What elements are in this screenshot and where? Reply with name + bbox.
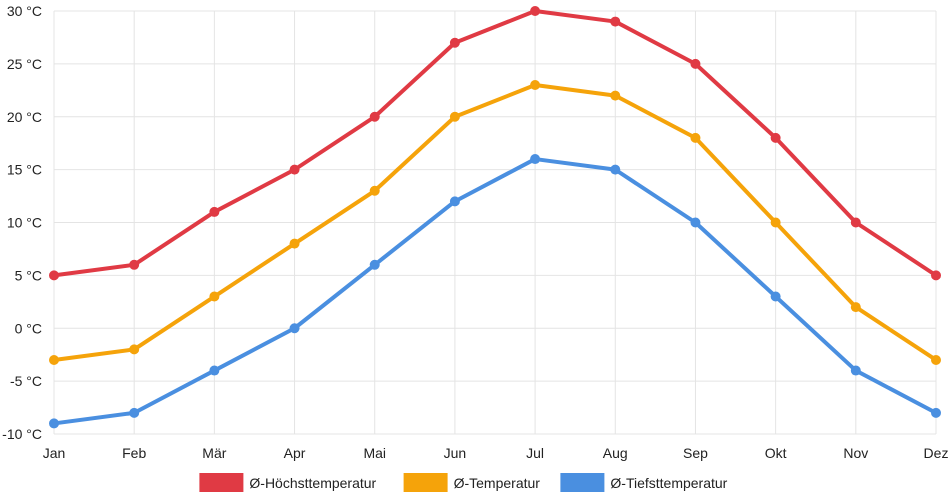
grid-lines — [53, 10, 937, 435]
y-tick-label: -10 °C — [2, 426, 42, 442]
y-tick-label: 10 °C — [7, 215, 42, 231]
data-point-s3-Mai — [369, 259, 380, 270]
x-tick-label: Aug — [603, 445, 628, 461]
data-point-s3-Dez — [931, 407, 941, 418]
data-point-s1-Okt — [770, 132, 781, 143]
data-point-s2-Mär — [209, 291, 220, 302]
data-point-s1-Aug — [610, 16, 621, 27]
x-tick-label: Feb — [122, 445, 146, 461]
legend-swatch-3 — [560, 473, 605, 492]
x-tick-label: Nov — [843, 445, 868, 461]
x-tick-label: Okt — [765, 445, 787, 461]
x-tick-label: Jul — [526, 445, 544, 461]
series-lines — [49, 6, 941, 429]
legend-label-3: Ø-Tiefsttemperatur — [610, 475, 727, 491]
legend-label-1: Ø-Höchsttemperatur — [249, 475, 376, 491]
x-tick-label: Mär — [202, 445, 226, 461]
y-tick-label: 25 °C — [7, 56, 42, 72]
x-tick-label: Jun — [444, 445, 467, 461]
data-point-s3-Mär — [209, 365, 220, 376]
data-point-s2-Jul — [530, 80, 541, 91]
data-point-s3-Sep — [690, 217, 701, 228]
data-point-s1-Jun — [449, 37, 460, 48]
data-point-s2-Okt — [770, 217, 781, 228]
data-point-s3-Jun — [449, 196, 460, 207]
y-tick-label: 20 °C — [7, 109, 42, 125]
y-tick-label: 30 °C — [7, 3, 42, 19]
data-point-s1-Mär — [209, 206, 220, 217]
x-tick-label: Apr — [284, 445, 306, 461]
legend-label-2: Ø-Temperatur — [454, 475, 541, 491]
series-line-3 — [52, 157, 938, 426]
data-point-s2-Feb — [129, 344, 140, 355]
data-point-s2-Mai — [369, 185, 380, 196]
data-point-s1-Feb — [129, 259, 140, 270]
x-axis-tick-labels: Jan Feb Mär Apr Mai Jun Jul Aug Sep Okt Nov Dez — [43, 445, 949, 461]
y-tick-label: -5 °C — [10, 373, 42, 389]
data-point-s1-Jan — [49, 270, 59, 281]
series-line-2 — [52, 83, 938, 362]
data-point-s3-Jul — [530, 154, 541, 165]
x-tick-label: Mai — [363, 445, 386, 461]
y-tick-label: 0 °C — [15, 320, 42, 336]
data-point-s2-Sep — [690, 132, 701, 143]
x-tick-label: Jan — [43, 445, 66, 461]
data-point-s3-Jan — [49, 418, 59, 429]
data-point-s1-Mai — [369, 111, 380, 122]
y-axis-tick-labels: -10 °C -5 °C 0 °C 5 °C 10 °C 15 °C 20 °C 25 °C 3… — [2, 3, 42, 442]
data-point-s1-Dez — [931, 270, 941, 281]
data-point-s3-Apr — [289, 323, 300, 334]
data-point-s1-Jul — [530, 6, 541, 16]
x-tick-label: Dez — [924, 445, 949, 461]
data-point-s2-Jan — [49, 354, 59, 365]
data-point-s1-Sep — [690, 58, 701, 69]
series-line-1 — [52, 9, 938, 278]
data-point-s2-Aug — [610, 90, 621, 101]
data-point-s3-Okt — [770, 291, 781, 302]
data-point-s1-Apr — [289, 164, 300, 175]
y-tick-label: 15 °C — [7, 162, 42, 178]
y-tick-label: 5 °C — [15, 267, 42, 283]
legend-swatch-2 — [403, 473, 448, 492]
data-point-s2-Apr — [289, 238, 300, 249]
legend: Ø-Höchsttemperatur Ø-Temperatur Ø-Tiefstte… — [199, 473, 728, 492]
x-tick-label: Sep — [683, 445, 708, 461]
data-point-s3-Nov — [850, 365, 861, 376]
data-point-s1-Nov — [850, 217, 861, 228]
data-point-s2-Dez — [931, 354, 941, 365]
data-point-s2-Jun — [449, 111, 460, 122]
data-point-s2-Nov — [850, 302, 861, 313]
legend-swatch-1 — [199, 473, 244, 492]
data-point-s3-Aug — [610, 164, 621, 175]
data-point-s3-Feb — [129, 407, 140, 418]
